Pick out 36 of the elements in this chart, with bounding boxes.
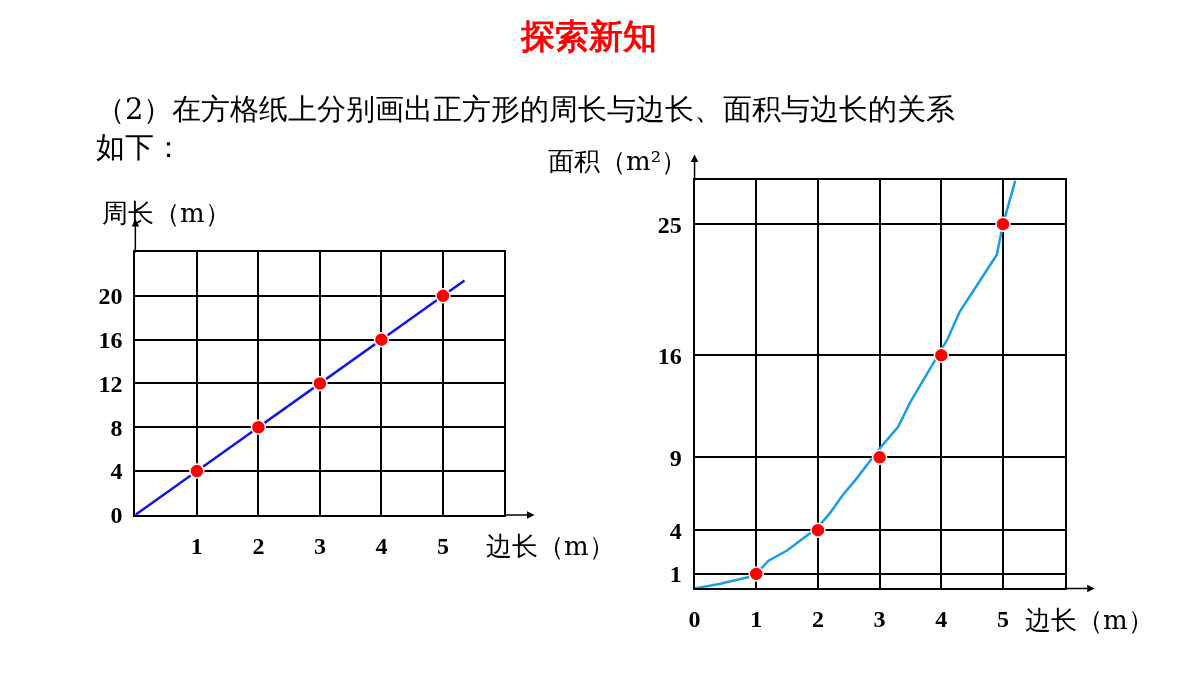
point (312, 375, 328, 392)
x-tick-label: 2 (252, 532, 265, 559)
point (933, 347, 950, 364)
point (250, 419, 267, 436)
x-tick-label: 4 (935, 606, 948, 633)
point (995, 216, 1011, 232)
y-tick-label: 16 (98, 327, 123, 354)
y-axis-title: 面积（m²） (548, 146, 688, 176)
point (373, 331, 390, 348)
y-tick-label: 16 (657, 342, 682, 369)
x-tick-label: 2 (811, 606, 824, 633)
text: 探索新知 (520, 16, 657, 56)
point (810, 522, 826, 538)
x-tick-label: 3 (313, 532, 326, 559)
x-axis-title: 边长（m） (1025, 605, 1154, 635)
y-tick-label: 1 (669, 561, 682, 588)
x-tick-label: 1 (190, 532, 203, 559)
x-tick-label: 5 (436, 532, 449, 559)
point (871, 449, 888, 466)
x-tick-label: 3 (873, 606, 886, 633)
y-tick-label: 4 (110, 458, 123, 485)
y-tick-label: 25 (657, 211, 682, 238)
y-tick-label: 0 (110, 502, 123, 529)
x-axis-title: 边长（m） (486, 531, 615, 561)
line-series (694, 180, 1017, 589)
x-tick-label: 5 (996, 606, 1009, 633)
y-tick-label: 9 (669, 444, 682, 471)
y-tick-label: 20 (98, 283, 123, 310)
point (435, 288, 451, 304)
point (189, 463, 205, 479)
y-tick-label: 12 (98, 370, 123, 397)
x-tick-label: 0 (688, 606, 701, 633)
y-tick-label: 8 (110, 414, 123, 441)
x-tick-label: 1 (750, 606, 763, 633)
point (748, 566, 764, 582)
x-tick-label: 4 (375, 532, 388, 559)
